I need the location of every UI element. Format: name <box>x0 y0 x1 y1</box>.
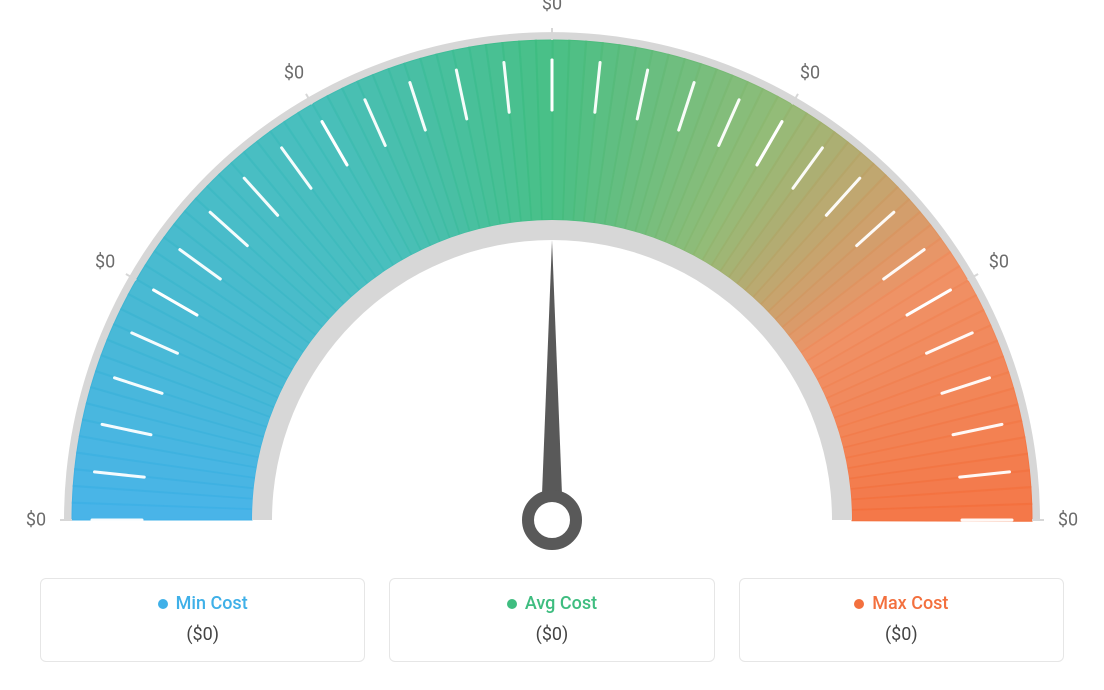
gauge-tick-label: $0 <box>800 63 820 84</box>
gauge-tick-label: $0 <box>95 252 115 273</box>
legend-value-min: ($0) <box>41 624 364 645</box>
gauge-tick-label: $0 <box>542 0 562 15</box>
legend-card-max: Max Cost ($0) <box>739 578 1064 662</box>
legend-card-min: Min Cost ($0) <box>40 578 365 662</box>
legend-dot-avg <box>507 599 517 609</box>
legend-head-max: Max Cost <box>854 593 948 614</box>
legend-dot-min <box>158 599 168 609</box>
legend-label-max: Max Cost <box>872 593 948 614</box>
legend-value-max: ($0) <box>740 624 1063 645</box>
legend-card-avg: Avg Cost ($0) <box>389 578 714 662</box>
legend-head-avg: Avg Cost <box>507 593 597 614</box>
legend-row: Min Cost ($0) Avg Cost ($0) Max Cost ($0… <box>40 578 1064 662</box>
gauge-tick-label: $0 <box>284 63 304 84</box>
legend-label-avg: Avg Cost <box>525 593 597 614</box>
gauge-tick-label: $0 <box>989 252 1009 273</box>
gauge-svg <box>0 0 1104 570</box>
cost-gauge: $0 $0 $0 $0 $0 $0 $0 <box>0 0 1104 570</box>
legend-dot-max <box>854 599 864 609</box>
gauge-tick-label: $0 <box>1058 510 1078 531</box>
legend-label-min: Min Cost <box>176 593 248 614</box>
legend-value-avg: ($0) <box>390 624 713 645</box>
legend-head-min: Min Cost <box>158 593 248 614</box>
gauge-tick-label: $0 <box>26 510 46 531</box>
